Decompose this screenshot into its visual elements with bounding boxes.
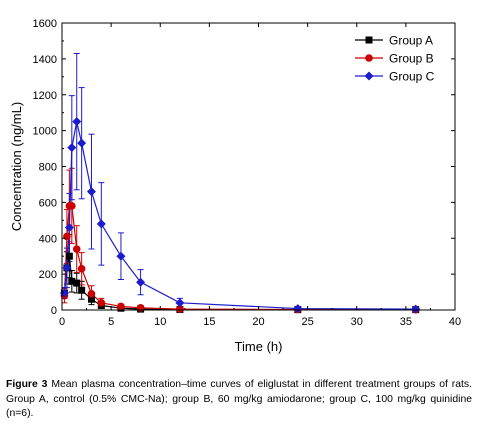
group-a-line — [63, 256, 416, 311]
legend: Group A Group B Group C — [355, 34, 435, 84]
y-axis-title: Concentration (ng/mL) — [9, 102, 24, 231]
legend-label-group-b: Group B — [389, 52, 434, 66]
x-tick-label: 25 — [302, 316, 314, 328]
group-b-point — [87, 290, 96, 298]
group-b-point — [136, 304, 145, 312]
figure-label: Figure 3 — [6, 379, 48, 390]
group-b-line — [63, 205, 416, 311]
group-c-point — [72, 117, 82, 127]
group-c-point — [175, 298, 185, 308]
y-tick-label: 0 — [51, 305, 57, 317]
group-c-point — [136, 277, 146, 287]
x-tick-label: 5 — [108, 316, 114, 328]
y-tick-label: 800 — [39, 162, 57, 174]
x-tick-label: 35 — [400, 316, 412, 328]
group-b-point — [77, 264, 86, 273]
group-b-point — [117, 302, 125, 311]
group-c-line — [63, 121, 416, 310]
group-a-point — [73, 279, 81, 287]
legend-marker-group-a — [365, 36, 373, 44]
group-b-point — [68, 202, 76, 210]
group-a-point — [78, 286, 86, 294]
y-tick-label: 200 — [39, 269, 57, 281]
group-a-point — [68, 277, 76, 285]
line-chart: 0 5 10 15 20 25 30 35 40020040060080010001200140… — [9, 18, 461, 354]
y-tick-label: 600 — [39, 197, 57, 209]
legend-marker-group-b — [365, 54, 373, 62]
group-a-point — [87, 295, 95, 303]
group-c-point — [86, 187, 96, 197]
caption-text: Mean plasma concentration–time curves of… — [6, 379, 472, 419]
group-c-point — [116, 251, 126, 261]
group-c-point — [293, 304, 303, 314]
x-tick-label: 40 — [449, 316, 461, 328]
group-c-point — [62, 263, 72, 273]
group-c-point — [64, 222, 74, 232]
group-b-point — [63, 232, 71, 241]
group-c-point — [67, 143, 77, 153]
group-c-point — [77, 138, 87, 148]
x-tick-label: 10 — [154, 316, 166, 328]
y-tick-label: 1600 — [33, 18, 57, 30]
x-tick-label: 20 — [252, 316, 264, 328]
group-b-point — [176, 305, 184, 313]
y-tick-label: 1200 — [33, 90, 57, 102]
group-a-point — [65, 252, 73, 260]
group-c-point — [96, 219, 106, 229]
x-tick-label: 0 — [59, 316, 65, 328]
group-c-point — [411, 304, 421, 314]
group-c-point — [59, 288, 69, 298]
x-tick-label: 30 — [351, 316, 363, 328]
group-b-point — [97, 299, 106, 307]
group-b-point — [72, 245, 81, 253]
legend-label-group-a: Group A — [389, 34, 433, 48]
x-tick-label: 15 — [203, 316, 215, 328]
x-axis-title: Time (h) — [235, 339, 283, 354]
y-tick-label: 1400 — [33, 54, 57, 66]
legend-label-group-c: Group C — [389, 70, 435, 84]
y-tick-label: 400 — [39, 233, 57, 245]
figure-caption: Figure 3 Mean plasma concentration–time … — [6, 378, 472, 422]
legend-marker-group-c — [364, 71, 374, 81]
y-tick-label: 1000 — [33, 126, 57, 138]
